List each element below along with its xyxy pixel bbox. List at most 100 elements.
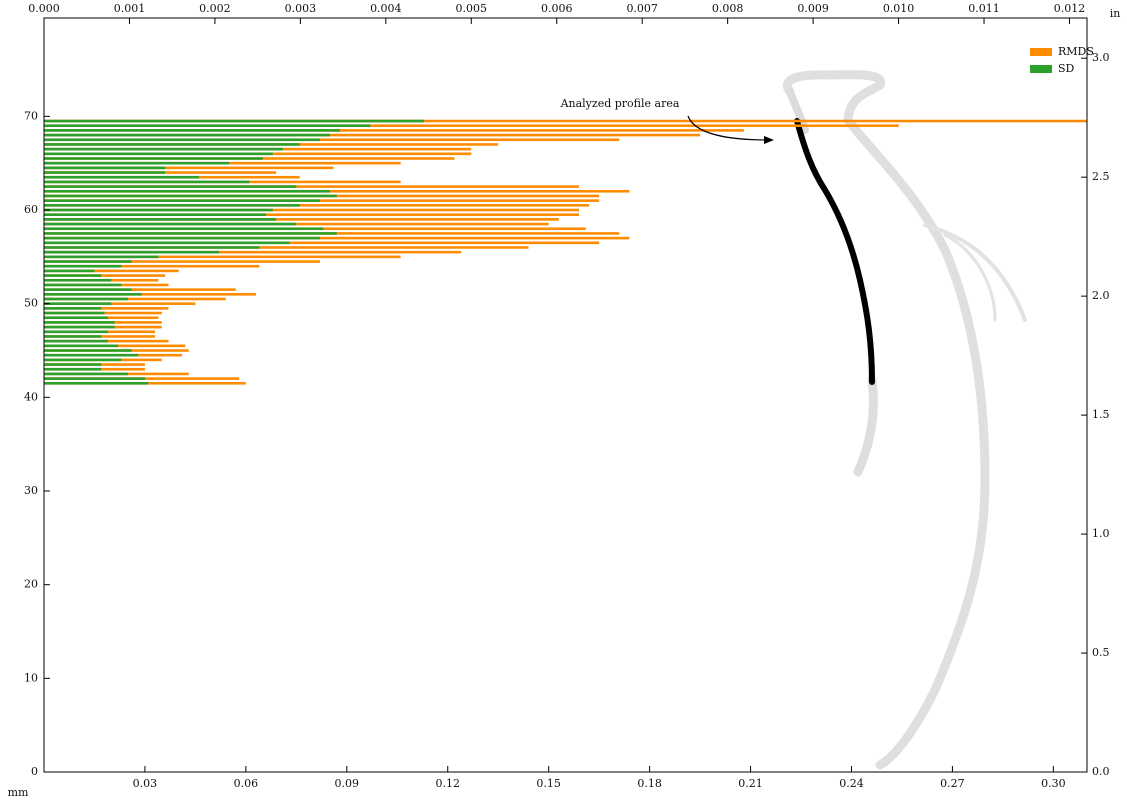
- bar: [44, 204, 300, 207]
- legend-label: SD: [1058, 62, 1075, 75]
- bar: [44, 138, 620, 142]
- y-tick-label: 40: [24, 390, 38, 403]
- x-tick-label: 0.03: [133, 777, 158, 790]
- bar: [44, 321, 115, 324]
- bar: [44, 189, 330, 193]
- bar: [44, 255, 159, 259]
- bar: [44, 344, 119, 348]
- y-tick-label: 70: [24, 109, 38, 122]
- analyzed-profile: [794, 118, 875, 385]
- bar: [44, 204, 590, 207]
- bar: [44, 129, 744, 132]
- x-tick-label: 0.09: [335, 777, 360, 790]
- bar: [44, 283, 122, 287]
- bar: [44, 166, 166, 170]
- x-tick-label: 0.15: [536, 777, 561, 790]
- bar: [44, 293, 256, 296]
- bar: [44, 250, 462, 254]
- bar: [44, 335, 102, 338]
- y-tick-label: 50: [24, 297, 38, 310]
- bar: [44, 372, 129, 376]
- x2-tick-label: 0.011: [968, 2, 1000, 15]
- bar: [44, 302, 196, 305]
- bar: [44, 353, 139, 357]
- bar: [44, 297, 129, 301]
- x2-tick-label: 0.003: [285, 2, 317, 15]
- bar: [44, 171, 166, 174]
- bar: [44, 222, 297, 226]
- bar: [44, 241, 600, 245]
- bar: [44, 297, 226, 301]
- x2-tick-label: 0.000: [28, 2, 60, 15]
- bar: [44, 269, 179, 273]
- bar: [44, 274, 102, 277]
- bar: [44, 232, 337, 235]
- bar: [44, 311, 105, 315]
- x-tick-label: 0.12: [435, 777, 460, 790]
- bar: [44, 152, 273, 156]
- x-axis-label: mm: [8, 786, 29, 799]
- y-tick-label: 10: [24, 671, 38, 684]
- legend-swatch: [1030, 48, 1052, 56]
- legend-swatch: [1030, 65, 1052, 73]
- y-tick-label: 30: [24, 484, 38, 497]
- x2-tick-label: 0.009: [797, 2, 829, 15]
- bar: [44, 255, 401, 259]
- bar: [44, 293, 142, 296]
- bar: [44, 316, 108, 320]
- bar: [44, 246, 260, 249]
- bar: [44, 377, 145, 380]
- bar: [44, 119, 425, 123]
- bar: [44, 288, 132, 291]
- y-tick-label: 20: [24, 578, 38, 591]
- bar: [44, 339, 108, 343]
- bar: [44, 185, 297, 188]
- y-tick-label: 60: [24, 203, 38, 216]
- rootlet: [943, 233, 997, 322]
- bar: [44, 363, 102, 366]
- bar: [44, 161, 230, 165]
- y2-tick-label: 0.5: [1092, 646, 1110, 659]
- y2-tick-label: 1.5: [1092, 408, 1110, 421]
- x-tick-label: 0.18: [637, 777, 662, 790]
- x2-tick-label: 0.006: [541, 2, 573, 15]
- x2-tick-label: 0.005: [456, 2, 488, 15]
- bar: [44, 166, 334, 170]
- bar: [44, 133, 701, 137]
- bar: [44, 269, 95, 273]
- bar: [44, 185, 579, 188]
- bar: [44, 218, 559, 221]
- bar: [44, 381, 149, 385]
- x2-axis-label: in: [1110, 7, 1121, 20]
- y2-tick-label: 0.0: [1092, 765, 1110, 778]
- bar: [44, 236, 320, 240]
- bar: [44, 274, 166, 277]
- x2-tick-label: 0.007: [626, 2, 658, 15]
- bars: [44, 119, 1087, 385]
- bar: [44, 307, 102, 310]
- x-tick-label: 0.27: [940, 777, 965, 790]
- annotation: Analyzed profile area: [560, 97, 680, 110]
- bar: [44, 208, 579, 212]
- bar: [44, 227, 324, 231]
- root-image: [783, 70, 1027, 770]
- bar: [44, 302, 112, 305]
- y2-tick-label: 3.0: [1092, 51, 1110, 64]
- bar: [44, 236, 630, 240]
- y2-tick-label: 2.5: [1092, 170, 1110, 183]
- root-tip: [853, 375, 878, 477]
- bar: [44, 175, 199, 179]
- x2-tick-label: 0.012: [1054, 2, 1086, 15]
- x2-tick-label: 0.008: [712, 2, 744, 15]
- bar: [44, 307, 169, 310]
- bar: [44, 124, 371, 128]
- bar: [44, 180, 250, 184]
- bar: [44, 330, 108, 334]
- rootlet: [923, 223, 1027, 322]
- x-tick-label: 0.24: [839, 777, 864, 790]
- x2-tick-label: 0.010: [883, 2, 915, 15]
- x2-tick-label: 0.001: [114, 2, 146, 15]
- bar: [44, 133, 330, 137]
